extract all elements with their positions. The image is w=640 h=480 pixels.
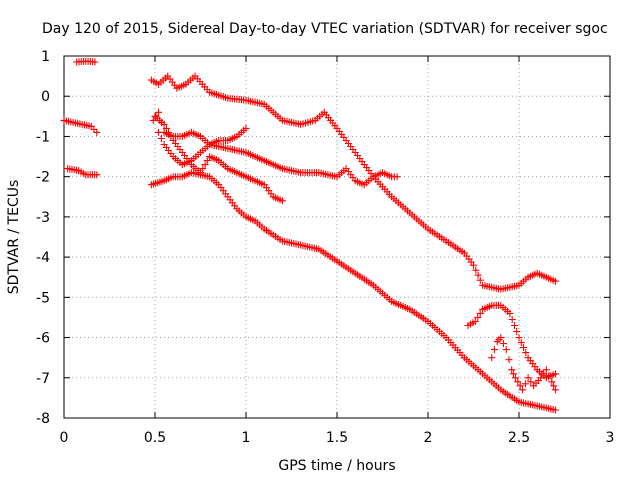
- data-point: [551, 370, 559, 378]
- data-point: [520, 344, 527, 352]
- data-point: [162, 124, 170, 132]
- data-point: [149, 116, 157, 124]
- y-tick-label: -6: [36, 331, 50, 347]
- series-early-mid: [60, 116, 101, 136]
- grid-lines: [64, 56, 610, 418]
- data-point: [551, 406, 559, 414]
- series-pass-d: [151, 112, 286, 205]
- x-tick-label: 3: [606, 430, 615, 446]
- data-point: [522, 349, 530, 357]
- chart-title: Day 120 of 2015, Sidereal Day-to-day VTE…: [42, 21, 608, 37]
- data-point: [517, 339, 525, 347]
- data-point: [508, 366, 516, 374]
- x-tick-label: 2.5: [508, 430, 530, 446]
- data-point: [548, 378, 556, 386]
- y-tick-label: 1: [41, 49, 50, 65]
- data-series: [60, 57, 559, 414]
- series-late-2: [488, 334, 559, 394]
- axis-ticks: [63, 55, 611, 419]
- y-tick-label: -4: [36, 250, 50, 266]
- data-point: [515, 334, 523, 342]
- data-point: [160, 120, 168, 128]
- data-point: [155, 128, 163, 136]
- x-tick-label: 1.5: [326, 430, 348, 446]
- data-point: [511, 322, 518, 329]
- data-point: [474, 313, 482, 321]
- y-tick-labels: 1 0 -1 -2 -3 -4 -5 -6 -7 -8: [36, 49, 50, 427]
- data-point: [278, 197, 286, 205]
- data-point: [537, 374, 545, 382]
- series-pass-e: [147, 169, 559, 414]
- y-tick-label: -5: [36, 290, 50, 306]
- data-point: [545, 372, 553, 380]
- x-tick-label: 1: [242, 430, 251, 446]
- series-late-1: [464, 301, 559, 382]
- y-tick-label: -1: [36, 129, 50, 145]
- data-point: [527, 378, 535, 386]
- data-point: [551, 277, 559, 285]
- data-point: [516, 382, 524, 390]
- data-point: [93, 171, 101, 179]
- data-point: [474, 271, 482, 279]
- y-tick-label: -2: [36, 170, 50, 186]
- data-point: [242, 124, 250, 132]
- series-pass-c: [155, 124, 250, 169]
- data-point: [510, 370, 517, 378]
- series-early-high: [73, 57, 99, 66]
- data-point: [513, 328, 521, 335]
- data-point: [393, 173, 401, 181]
- series-early-low: [64, 165, 101, 179]
- data-point: [506, 309, 514, 317]
- data-point: [521, 380, 529, 388]
- data-point: [542, 366, 550, 374]
- data-point: [476, 276, 484, 284]
- data-point: [488, 354, 496, 362]
- data-point: [91, 58, 99, 66]
- data-point: [201, 161, 209, 169]
- data-point: [476, 309, 484, 317]
- data-point: [551, 386, 559, 394]
- data-point: [203, 157, 211, 165]
- data-point: [497, 334, 505, 342]
- y-tick-label: -3: [36, 210, 50, 226]
- data-point: [199, 165, 207, 173]
- y-tick-label: 0: [41, 89, 50, 105]
- data-point: [471, 318, 479, 325]
- data-point: [490, 346, 498, 354]
- data-point: [511, 374, 519, 382]
- data-point: [165, 128, 173, 136]
- x-tick-label: 0.5: [144, 430, 166, 446]
- x-tick-labels: 0 0.5 1 1.5 2 2.5 3: [60, 430, 615, 446]
- data-point: [472, 266, 480, 274]
- y-axis-label: SDTVAR / TECUs: [6, 180, 22, 295]
- data-point: [470, 261, 477, 269]
- data-point: [540, 370, 548, 378]
- data-point: [500, 340, 507, 348]
- data-point: [519, 386, 527, 394]
- data-point: [514, 378, 522, 386]
- y-tick-label: -7: [36, 371, 50, 387]
- data-point: [93, 128, 101, 136]
- data-point: [155, 108, 163, 116]
- data-point: [157, 135, 165, 142]
- data-point: [524, 374, 532, 382]
- series-pass-a: [147, 72, 559, 293]
- series-pass-b: [149, 108, 401, 189]
- y-tick-label: -8: [36, 411, 50, 427]
- data-point: [508, 316, 516, 323]
- data-point: [502, 346, 510, 354]
- data-point: [550, 382, 558, 390]
- data-point: [505, 356, 513, 364]
- x-tick-label: 2: [424, 430, 433, 446]
- data-point: [167, 132, 175, 140]
- x-axis-label: GPS time / hours: [278, 458, 395, 474]
- x-tick-label: 0: [60, 430, 69, 446]
